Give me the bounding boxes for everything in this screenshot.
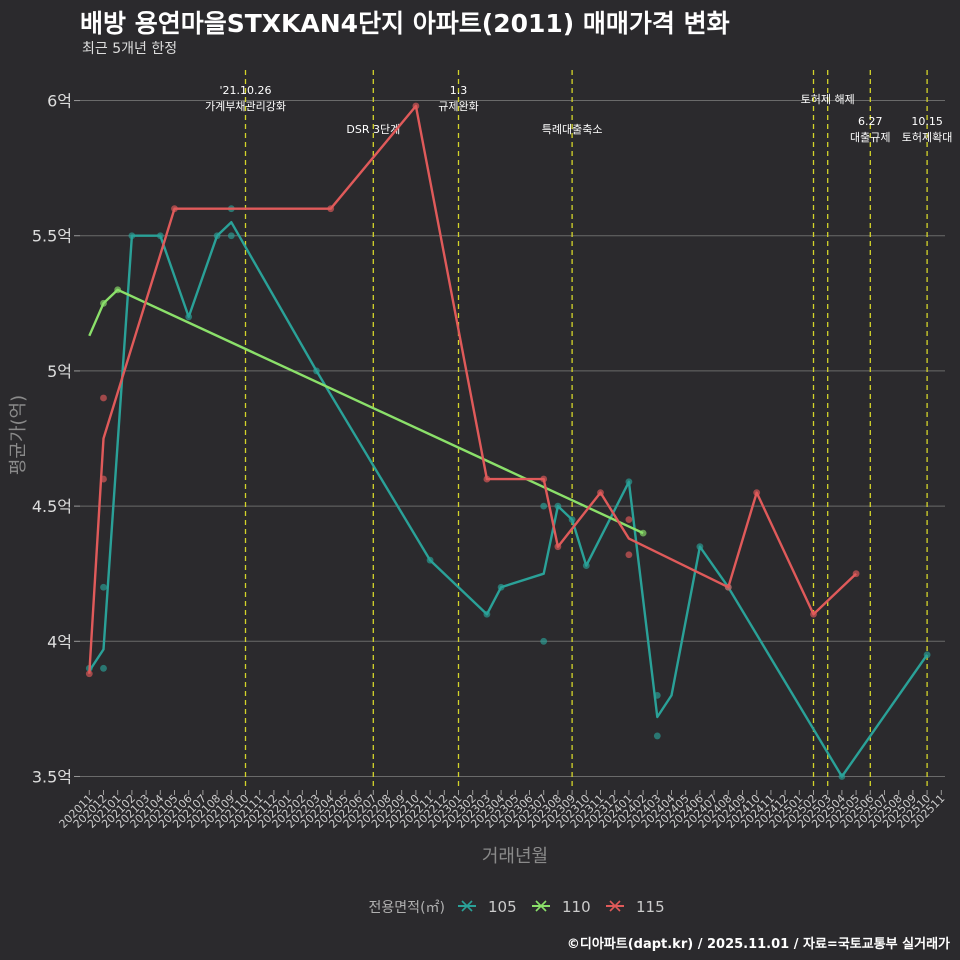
data-point [185,313,193,321]
data-point [85,670,93,678]
legend-label: 115 [636,898,665,916]
series-line [88,104,857,674]
data-point [582,562,590,569]
data-point [213,232,221,240]
event-label: 6.27 [858,115,883,128]
legend-title: 전용면적(㎡) [369,900,445,916]
event-label: 10.15 [911,115,943,128]
data-point [100,583,107,591]
data-point [639,529,647,537]
series-line [88,288,644,535]
legend-key-cross [609,900,621,912]
y-tick-label: 4억 [47,632,72,651]
y-tick-label: 5.5억 [32,227,72,246]
event-label: 특례대출축소 [542,123,603,136]
data-point [653,732,661,740]
legend: 전용면적(㎡) 105 110 115 [369,898,665,916]
y-tick-label: 6억 [47,92,72,111]
data-point [753,489,761,496]
event-label: 규제완화 [438,100,478,113]
event-label: DSR 3단계 [346,123,400,136]
data-point [810,610,817,618]
data-point [696,543,704,551]
x-axis-title: 거래년월 [482,846,548,867]
data-point [313,367,320,375]
data-point [327,205,335,213]
y-tick-label: 3.5억 [32,767,72,786]
x-axis: 2020112020122021012021022021032021042021… [57,790,947,831]
data-point [625,551,633,559]
data-point [540,475,548,483]
data-point [625,516,633,524]
data-point [128,232,136,240]
legend-key-cross [461,900,473,912]
series-layer [85,102,931,780]
legend-item-110: 110 [532,898,591,916]
event-label: '21.10.26 [219,84,271,97]
data-point [852,570,860,578]
data-point [625,478,633,486]
y-axis-title: 평균가(억) [8,395,29,475]
series-105 [85,205,931,780]
event-label: 토허제확대 [902,131,953,144]
data-point [100,394,107,402]
grid [80,100,945,777]
data-point [568,516,576,524]
series-115 [85,102,860,678]
legend-item-105: 105 [458,898,517,916]
data-point [540,637,548,645]
data-point [483,475,491,483]
data-point [923,651,931,659]
data-point [597,489,604,496]
data-point [156,232,164,240]
data-point [554,543,562,551]
event-label: 대출규제 [850,131,890,144]
series-line [88,221,929,778]
data-point [483,610,491,618]
y-tick-label: 5억 [47,362,72,381]
data-point [100,475,107,483]
event-label: 토허제 해제 [801,92,855,106]
data-point [724,583,732,591]
event-label: 1.3 [450,84,468,97]
series-110 [88,286,647,537]
chart-title: 배방 용연마을STXKAN4단지 아파트(2011) 매매가격 변화 [80,9,730,38]
data-point [653,691,661,699]
data-point [100,299,107,307]
legend-label: 105 [488,898,517,916]
data-point [540,502,548,510]
data-point [227,232,235,240]
chart-subtitle: 최근 5개년 한정 [82,41,178,57]
legend-key-cross [535,900,547,912]
data-point [838,773,846,780]
event-label: 가계부채관리강화 [205,100,286,113]
data-point [100,664,107,672]
legend-label: 110 [562,898,591,916]
legend-item-115: 115 [606,898,665,916]
data-point [554,502,562,510]
data-point [412,102,420,110]
data-point [497,583,505,591]
data-point [171,205,178,213]
footer-credit: ©디아파트(dapt.kr) / 2025.11.01 / 자료=국토교통부 실… [566,937,950,952]
data-point [426,556,434,564]
y-axis: 3.5억 4억 4.5억 5억 5.5억 6억 [32,92,80,786]
y-tick-label: 4.5억 [32,497,72,516]
data-point [114,286,122,294]
